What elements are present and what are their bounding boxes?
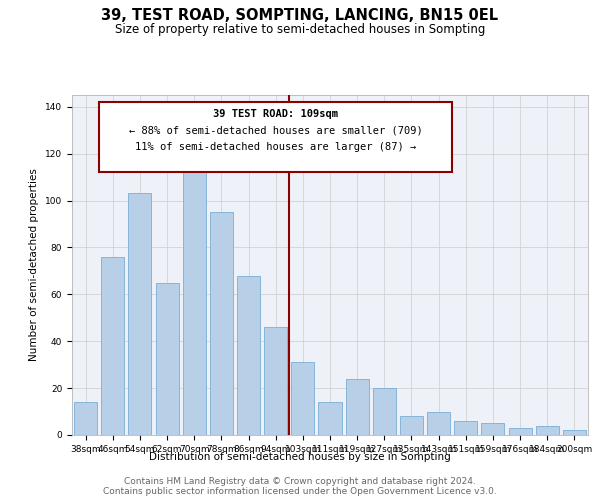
Bar [210,212,233,435]
Text: 11% of semi-detached houses are larger (87) →: 11% of semi-detached houses are larger (… [135,142,416,152]
Bar [292,362,314,435]
Y-axis label: Number of semi-detached properties: Number of semi-detached properties [29,168,40,362]
Bar [74,402,97,435]
Bar [155,282,179,435]
Bar [373,388,396,435]
Bar [454,421,478,435]
Bar [182,166,206,435]
Text: Contains HM Land Registry data © Crown copyright and database right 2024.: Contains HM Land Registry data © Crown c… [124,478,476,486]
Bar [427,412,450,435]
Text: ← 88% of semi-detached houses are smaller (709): ← 88% of semi-detached houses are smalle… [129,126,422,136]
Text: 39, TEST ROAD, SOMPTING, LANCING, BN15 0EL: 39, TEST ROAD, SOMPTING, LANCING, BN15 0… [101,8,499,22]
Bar [563,430,586,435]
Bar [400,416,423,435]
Bar [319,402,341,435]
Text: Size of property relative to semi-detached houses in Sompting: Size of property relative to semi-detach… [115,22,485,36]
Bar [481,424,505,435]
Bar [101,257,124,435]
Bar [264,327,287,435]
Text: Contains public sector information licensed under the Open Government Licence v3: Contains public sector information licen… [103,488,497,496]
Text: 39 TEST ROAD: 109sqm: 39 TEST ROAD: 109sqm [213,109,338,119]
Bar [237,276,260,435]
Bar [346,378,368,435]
FancyBboxPatch shape [99,102,452,172]
Bar [128,194,151,435]
Bar [536,426,559,435]
Text: Distribution of semi-detached houses by size in Sompting: Distribution of semi-detached houses by … [149,452,451,462]
Bar [509,428,532,435]
